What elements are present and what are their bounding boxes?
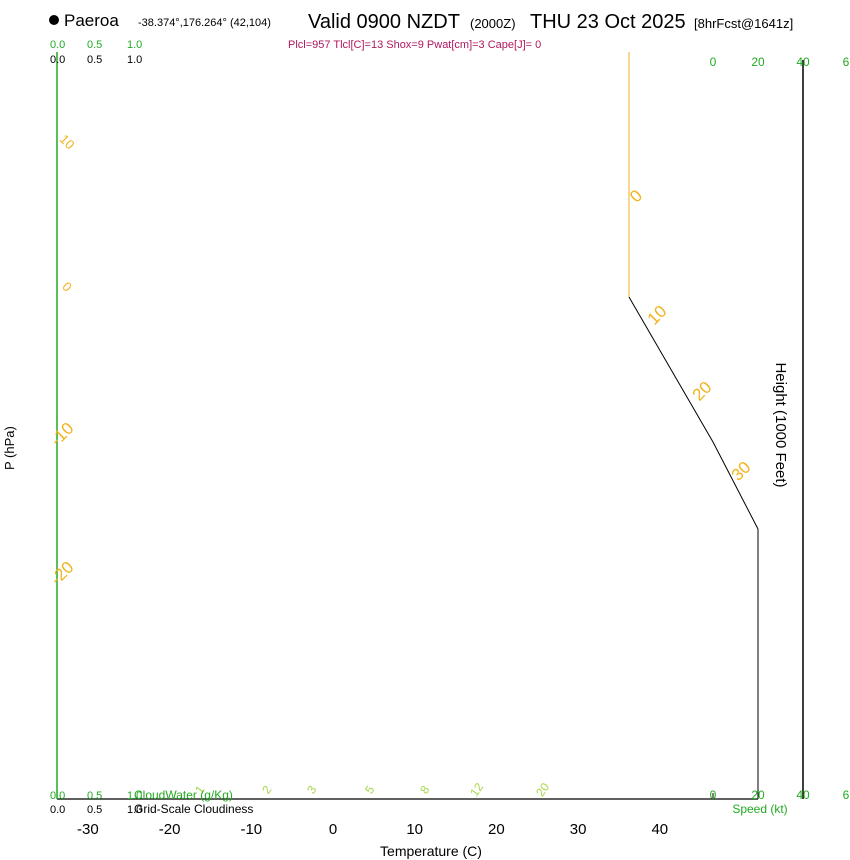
speed-top-tick: 0: [710, 55, 717, 69]
isotherm-label: 20: [689, 378, 716, 405]
temperature-tick-label: 30: [570, 821, 587, 838]
mixing-ratio-label: 8: [417, 783, 432, 797]
temperature-tick-label: 10: [406, 821, 423, 838]
frame-diagonal-edge: [628, 296, 759, 799]
cloudiness-bottom-tick: 0.0: [50, 804, 65, 816]
speed-bottom-tick: 0: [710, 788, 717, 802]
speed-bottom-tick: 40: [796, 788, 810, 802]
wind-speed-panel: [802, 60, 804, 799]
cloud-water-top-tick: 1.0: [127, 39, 142, 51]
cloudiness-top-tick: 1.0: [127, 54, 142, 66]
forecast-label: [8hrFcst@1641z]: [694, 16, 793, 31]
temperature-tick-label: -30: [77, 821, 99, 838]
isotherm-label: -10: [47, 419, 78, 450]
mixing-ratio-label: 12: [467, 780, 486, 799]
mixing-ratio-label: 20: [533, 780, 552, 799]
speed-bottom-tick: 6: [843, 788, 850, 802]
valid-date: THU 23 Oct 2025: [530, 11, 686, 33]
speed-top-tick: 20: [751, 55, 765, 69]
chart-header: Paeroa -38.374°,176.264° (42,104) Valid …: [49, 11, 793, 51]
cloud-water-top-tick: 0.5: [87, 39, 102, 51]
station-coords: -38.374°,176.264° (42,104): [138, 17, 271, 29]
temperature-tick-label: 20: [488, 821, 505, 838]
cloudiness-top-tick: 0.5: [87, 54, 102, 66]
height-axis-title: Height (1000 Feet): [772, 362, 789, 487]
cloudiness-bottom-tick: 1.0: [127, 804, 142, 816]
cloud-water-axis-title: CloudWater (g/Kg): [134, 788, 233, 802]
isotherm-label: 10: [644, 302, 671, 329]
cloudiness-axis-title: Grid-Scale Cloudiness: [134, 802, 253, 816]
speed-top-tick: 40: [796, 55, 810, 69]
cloud-water-bottom-tick: 1.0: [127, 790, 142, 802]
cloudiness-bottom-tick: 0.5: [87, 804, 102, 816]
chart-frame: [57, 52, 759, 800]
mixing-ratio-label: 5: [362, 783, 377, 797]
mixing-ratio-label: 2: [259, 783, 274, 797]
valid-time: Valid 0900 NZDT: [308, 11, 460, 33]
utc-time: (2000Z): [470, 16, 516, 31]
cloudiness-top-tick: 0.0: [50, 54, 65, 66]
station-name: Paeroa: [64, 11, 119, 30]
x-axis-title: Temperature (C): [380, 843, 482, 859]
cloud-water-top-tick: 0.0: [50, 39, 65, 51]
mixing-ratio-label: 3: [304, 783, 319, 797]
isotherm-label: 30: [728, 458, 755, 485]
cloud-water-bottom-tick: 0.0: [50, 790, 65, 802]
temperature-tick-label: 40: [651, 821, 668, 838]
station-marker-icon: [49, 15, 59, 25]
cloud-panel: [56, 52, 58, 799]
temperature-tick-label: -20: [159, 821, 181, 838]
y-axis-title: P (hPa): [2, 426, 17, 470]
isotherm-label: 10: [57, 131, 78, 152]
isotherm-label: -20: [47, 558, 78, 589]
temperature-tick-label: -10: [240, 821, 262, 838]
cloud-water-bottom-tick: 0.5: [87, 790, 102, 802]
speed-top-tick: 6: [843, 55, 850, 69]
speed-bottom-tick: 20: [751, 788, 765, 802]
isotherm-label: 0: [59, 279, 75, 295]
temperature-tick-label: 0: [329, 821, 337, 838]
speed-axis-title: Speed (kt): [732, 802, 787, 816]
sounding-indices: Plcl=957 Tlcl[C]=13 Shox=9 Pwat[cm]=3 Ca…: [288, 39, 541, 51]
